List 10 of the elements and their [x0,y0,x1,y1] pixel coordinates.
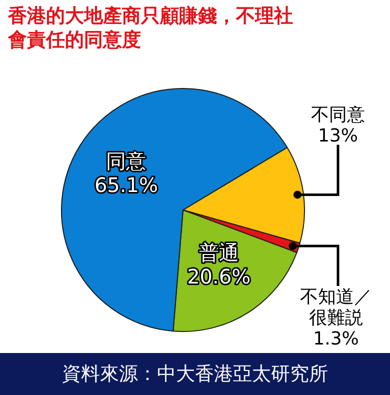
data-label: 20.6% [187,264,251,289]
data-label: 65.1% [94,172,158,197]
slice-label: 同意 [106,148,146,173]
data-label: 13% [318,125,358,146]
chart-title: 香港的大地產商只顧賺錢，不理社會責任的同意度 [8,4,294,52]
slice-label: 普通 [198,240,239,265]
slice-label: 不知道／很難説 [300,286,372,329]
slice-label: 不同意 [311,104,365,126]
data-label: 1.3% [313,328,359,350]
source-note: 資料來源：中大香港亞太研究所 [0,353,390,395]
